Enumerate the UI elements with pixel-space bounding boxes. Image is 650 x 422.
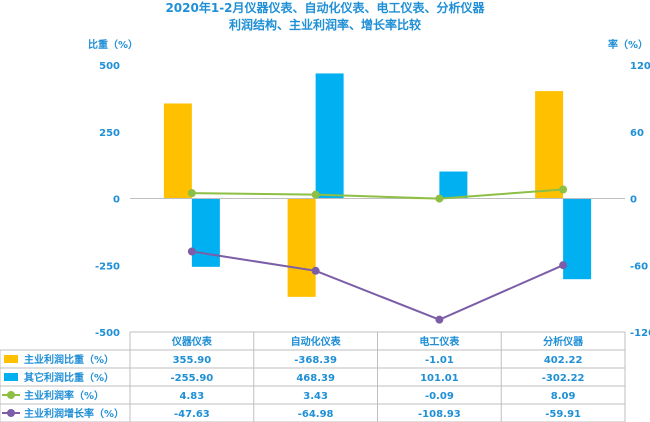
data-label: -1.01 xyxy=(425,355,454,366)
right-axis-label: 率（%） xyxy=(608,38,648,51)
left-axis-ticks: 500 250 0 -250 -500 xyxy=(95,61,120,339)
point-main-profit-rate xyxy=(559,185,568,194)
data-label: 3.43 xyxy=(303,391,328,402)
bar-main-profit-share xyxy=(287,198,316,297)
category-label: 自动化仪表 xyxy=(291,335,342,348)
line-main-profit-rate xyxy=(191,188,564,200)
left-tick-label: 250 xyxy=(99,128,120,139)
chart-title-line-2: 利润结构、主业利润率、增长率比较 xyxy=(229,17,421,32)
point-main-profit-rate xyxy=(187,189,196,198)
chart-title-line-1: 2020年1-2月仪器仪表、自动化仪表、电工仪表、分析仪器 xyxy=(165,0,485,15)
point-main-profit-rate xyxy=(435,194,444,203)
legend-swatch xyxy=(4,355,18,363)
data-label: 355.90 xyxy=(173,355,212,366)
data-label: -108.93 xyxy=(418,409,461,420)
line-series xyxy=(187,185,568,324)
data-label: 4.83 xyxy=(180,391,205,402)
legend-swatch xyxy=(4,373,18,381)
left-tick-label: 500 xyxy=(99,61,120,72)
data-label: 402.22 xyxy=(544,355,583,366)
point-main-profit-growth xyxy=(435,315,444,324)
right-tick-label: -120 xyxy=(630,328,650,339)
left-axis-label: 比重（%） xyxy=(88,38,138,51)
data-label: -59.91 xyxy=(545,409,581,420)
bar-other-profit-share xyxy=(563,198,592,280)
data-label: 8.09 xyxy=(551,391,576,402)
bar-other-profit-share xyxy=(439,171,468,199)
data-label: -64.98 xyxy=(298,409,334,420)
legend-swatch-marker xyxy=(7,409,15,417)
line-main-profit-growth xyxy=(191,250,564,321)
data-label: 468.39 xyxy=(296,373,335,384)
category-label: 仪器仪表 xyxy=(171,335,213,348)
data-label: -47.63 xyxy=(174,409,210,420)
legend-entry: 主业利润增长率（%） xyxy=(24,407,124,420)
data-label: -302.22 xyxy=(542,373,585,384)
data-label: -0.09 xyxy=(425,391,454,402)
category-label: 电工仪表 xyxy=(419,335,460,348)
right-axis-ticks: 120 60 0 -60 -120 xyxy=(630,61,650,339)
bar-main-profit-share xyxy=(535,91,564,199)
right-tick-label: -60 xyxy=(630,261,648,272)
left-tick-label: 0 xyxy=(113,195,120,206)
data-label: -255.90 xyxy=(171,373,214,384)
left-tick-label: -250 xyxy=(95,261,120,272)
bar-other-profit-share xyxy=(191,198,220,267)
point-main-profit-rate xyxy=(311,190,320,199)
bar-other-profit-share xyxy=(315,73,344,199)
point-main-profit-growth xyxy=(311,266,320,275)
bar-series xyxy=(163,73,592,297)
legend-swatch-marker xyxy=(7,391,15,399)
data-label: 101.01 xyxy=(420,373,459,384)
right-tick-label: 120 xyxy=(630,61,650,72)
point-main-profit-growth xyxy=(187,247,196,256)
right-tick-label: 60 xyxy=(630,128,644,139)
right-tick-label: 0 xyxy=(630,195,637,206)
data-label: -368.39 xyxy=(294,355,337,366)
legend-entry: 主业利润率（%） xyxy=(24,389,104,402)
category-label: 分析仪器 xyxy=(543,335,584,348)
legend-entry: 主业利润比重（%） xyxy=(24,353,114,366)
legend-entry: 其它利润比重（%） xyxy=(24,371,114,384)
point-main-profit-growth xyxy=(559,261,568,270)
bar-main-profit-share xyxy=(163,103,192,199)
left-tick-label: -500 xyxy=(95,328,120,339)
